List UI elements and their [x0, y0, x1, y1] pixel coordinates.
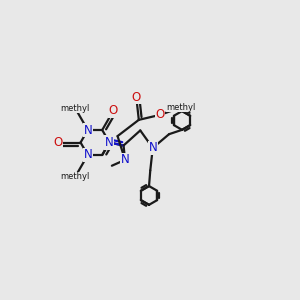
Text: N: N	[83, 148, 92, 161]
Text: O: O	[155, 108, 165, 122]
Text: N: N	[83, 124, 92, 136]
Text: N: N	[121, 153, 129, 167]
Text: O: O	[132, 91, 141, 104]
Text: methyl: methyl	[61, 104, 90, 113]
Text: O: O	[109, 104, 118, 117]
Text: methyl: methyl	[167, 103, 196, 112]
Text: methyl: methyl	[61, 172, 90, 181]
Text: N: N	[148, 141, 157, 154]
Text: O: O	[53, 136, 63, 149]
Text: N: N	[105, 136, 114, 149]
